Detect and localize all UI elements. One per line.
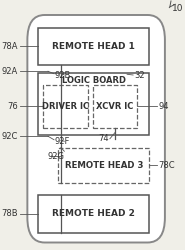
Text: 78B: 78B xyxy=(1,209,18,218)
Text: XCVR IC: XCVR IC xyxy=(96,102,134,111)
Text: 32: 32 xyxy=(134,70,145,80)
FancyBboxPatch shape xyxy=(58,148,149,182)
Text: 92G: 92G xyxy=(48,152,65,161)
Text: 92A: 92A xyxy=(2,67,18,76)
Text: 76: 76 xyxy=(7,102,18,111)
Text: 94: 94 xyxy=(158,102,169,111)
FancyBboxPatch shape xyxy=(38,72,149,135)
Text: 92F: 92F xyxy=(54,137,69,146)
Text: REMOTE HEAD 2: REMOTE HEAD 2 xyxy=(52,209,135,218)
FancyBboxPatch shape xyxy=(38,28,149,65)
Text: 74: 74 xyxy=(98,134,108,143)
FancyBboxPatch shape xyxy=(43,85,88,128)
Text: LOGIC BOARD: LOGIC BOARD xyxy=(62,76,126,84)
Text: 92B: 92B xyxy=(54,70,70,80)
Text: REMOTE HEAD 1: REMOTE HEAD 1 xyxy=(52,42,135,51)
FancyBboxPatch shape xyxy=(93,85,137,128)
Text: 78C: 78C xyxy=(158,160,175,170)
FancyBboxPatch shape xyxy=(27,15,165,242)
Text: DRIVER IC: DRIVER IC xyxy=(42,102,89,111)
Text: 78A: 78A xyxy=(1,42,18,51)
Text: 10: 10 xyxy=(172,4,183,13)
FancyBboxPatch shape xyxy=(38,195,149,232)
Text: REMOTE HEAD 3: REMOTE HEAD 3 xyxy=(65,160,143,170)
Text: 92C: 92C xyxy=(1,132,18,141)
